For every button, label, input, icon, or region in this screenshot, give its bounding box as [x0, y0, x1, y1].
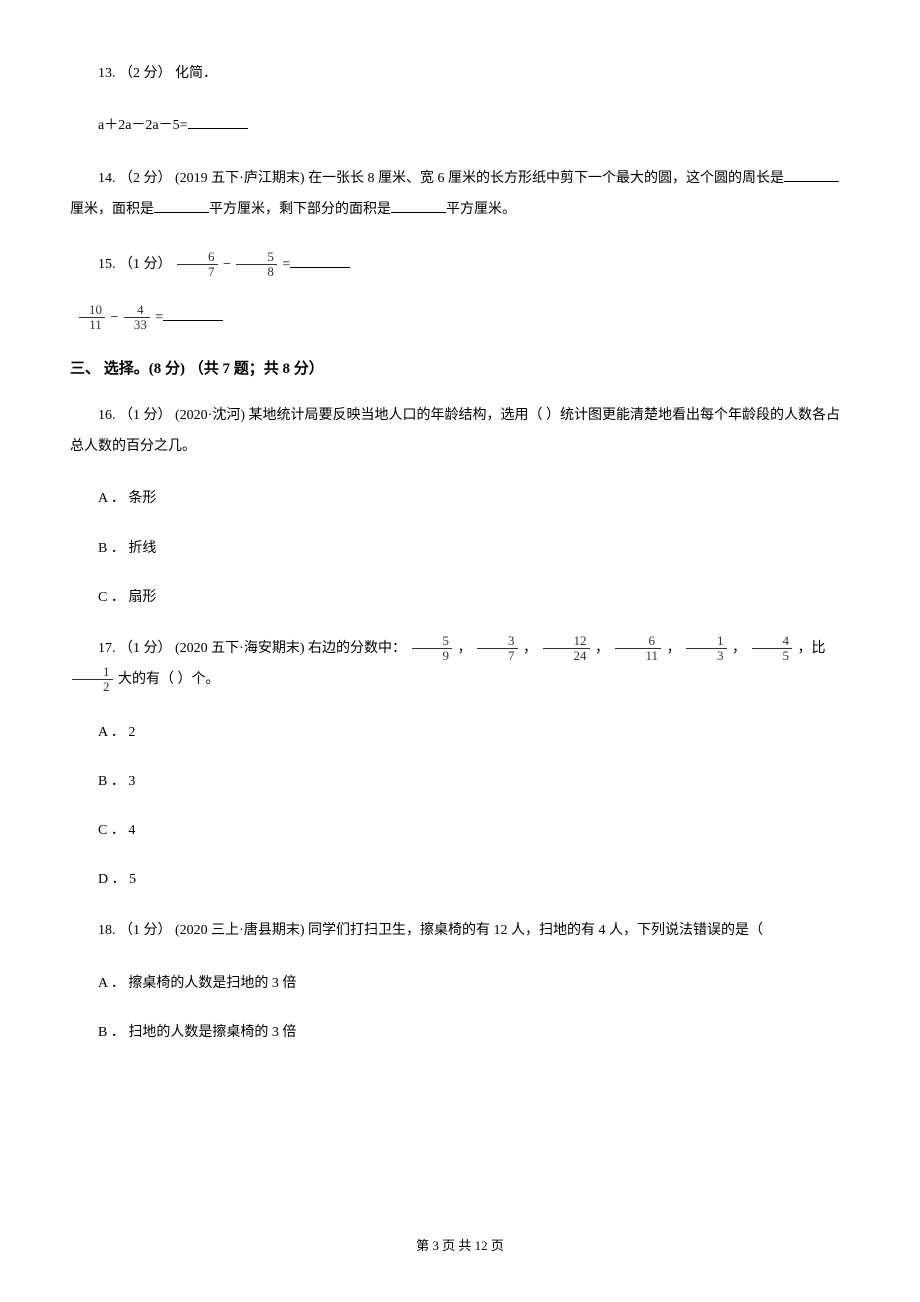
comma: ，	[595, 641, 613, 656]
frac-den: 8	[236, 265, 277, 279]
frac-num: 1	[686, 634, 727, 649]
frac-6-7: 67	[177, 250, 218, 280]
q17-suffix-prefix: ，比	[798, 641, 826, 656]
frac-den: 11	[79, 318, 105, 332]
frac-10-11: 1011	[79, 303, 105, 333]
q14-blank1	[784, 167, 839, 182]
q16-option-b: B ． 折线	[70, 536, 850, 561]
q18-text: 18. （1 分） (2020 三上·唐县期末) 同学们打扫卫生，擦桌椅的有 1…	[70, 916, 850, 947]
q13-line1: 13. （2 分） 化简．	[70, 60, 850, 88]
frac-den: 7	[177, 265, 218, 279]
q15-line2: 1011 − 433 =	[70, 303, 850, 333]
frac-4-5: 45	[752, 634, 793, 664]
frac-den: 9	[412, 649, 453, 663]
comma: ，	[458, 641, 476, 656]
comma: ，	[732, 641, 750, 656]
q17-option-c: C ． 4	[70, 818, 850, 843]
q15-blank1	[290, 253, 350, 268]
frac-den: 7	[477, 649, 518, 663]
frac-den: 33	[124, 318, 150, 332]
q14-mid2: 平方厘米，剩下部分的面积是	[209, 202, 391, 217]
q17-option-a: A ． 2	[70, 720, 850, 745]
frac-num: 4	[124, 303, 150, 318]
minus-sign: −	[111, 310, 122, 325]
frac-num: 5	[412, 634, 453, 649]
frac-num: 1	[72, 665, 113, 680]
frac-num: 10	[79, 303, 105, 318]
frac-4-33: 433	[124, 303, 150, 333]
frac-den: 11	[615, 649, 662, 663]
frac-num: 12	[543, 634, 590, 649]
q17-prefix: 17. （1 分） (2020 五下·海安期末) 右边的分数中：	[98, 641, 406, 656]
frac-1-3: 13	[686, 634, 727, 664]
q15-blank2	[163, 306, 223, 321]
q14-prefix: 14. （2 分） (2019 五下·庐江期末) 在一张长 8 厘米、宽 6 厘…	[98, 171, 784, 186]
comma: ，	[667, 641, 685, 656]
frac-1-2: 12	[72, 665, 113, 695]
frac-den: 3	[686, 649, 727, 663]
frac-num: 5	[236, 250, 277, 265]
q15-line1: 15. （1 分） 67 − 58 =	[70, 250, 850, 280]
frac-num: 4	[752, 634, 793, 649]
q18-option-b: B ． 扫地的人数是擦桌椅的 3 倍	[70, 1020, 850, 1045]
q13-expr: a＋2a－2a－5=	[98, 118, 188, 133]
q16-option-a: A ． 条形	[70, 486, 850, 511]
q13-blank	[188, 114, 248, 129]
frac-num: 6	[177, 250, 218, 265]
frac-den: 5	[752, 649, 793, 663]
page-footer: 第 3 页 共 12 页	[0, 1236, 920, 1257]
q15-eq: =	[282, 257, 290, 272]
q17-option-d: D ． 5	[70, 867, 850, 892]
q14-text: 14. （2 分） (2019 五下·庐江期末) 在一张长 8 厘米、宽 6 厘…	[70, 164, 850, 226]
q14-mid1: 厘米，面积是	[70, 202, 154, 217]
q16-text: 16. （1 分） (2020·沈河) 某地统计局要反映当地人口的年龄结构，选用…	[70, 401, 850, 463]
minus-sign: −	[223, 257, 234, 272]
q17-text: 17. （1 分） (2020 五下·海安期末) 右边的分数中： 59 ， 37…	[70, 634, 850, 696]
section-3-title: 三、 选择。(8 分) （共 7 题；共 8 分）	[70, 357, 850, 381]
frac-den: 2	[72, 680, 113, 694]
q14-blank2	[154, 198, 209, 213]
frac-num: 3	[477, 634, 518, 649]
q15-eq2: =	[155, 310, 163, 325]
frac-5-8: 58	[236, 250, 277, 280]
q14-blank3	[391, 198, 446, 213]
frac-6-11: 611	[615, 634, 662, 664]
frac-5-9: 59	[412, 634, 453, 664]
frac-3-7: 37	[477, 634, 518, 664]
q18-option-a: A ． 擦桌椅的人数是扫地的 3 倍	[70, 971, 850, 996]
q14-suffix: 平方厘米。	[446, 202, 516, 217]
comma: ，	[523, 641, 541, 656]
frac-num: 6	[615, 634, 662, 649]
q17-suffix-end: 大的有（ ）个。	[118, 672, 220, 687]
q13-equation: a＋2a－2a－5=	[70, 112, 850, 140]
frac-den: 24	[543, 649, 590, 663]
q16-option-c: C ． 扇形	[70, 585, 850, 610]
q17-option-b: B ． 3	[70, 769, 850, 794]
frac-12-24: 1224	[543, 634, 590, 664]
q15-prefix: 15. （1 分）	[98, 257, 175, 272]
